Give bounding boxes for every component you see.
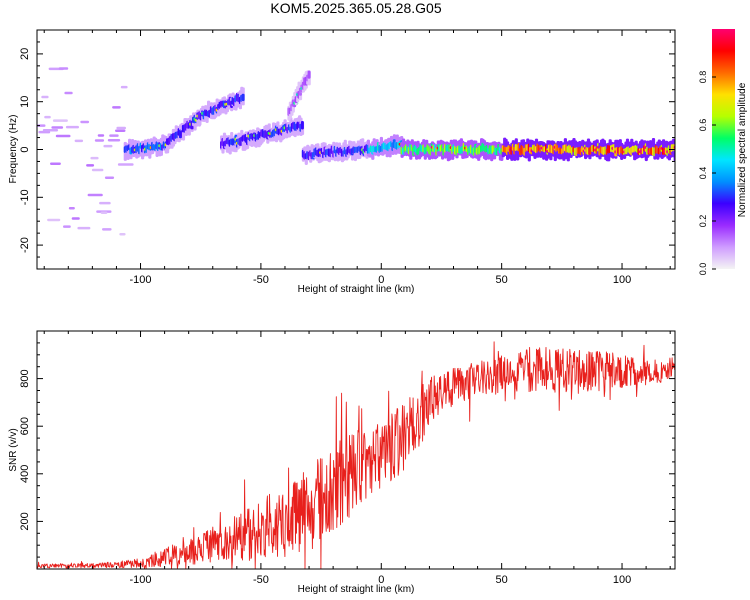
spectrogram-cell [80, 120, 90, 124]
snr-ytick-label: 400 [19, 465, 31, 483]
snr-ytick-label: 200 [19, 512, 31, 530]
spectrogram-cell [58, 67, 69, 70]
spectrogram-cell [47, 218, 61, 222]
colorbar-tick-label: 0.0 [698, 263, 708, 276]
spectrogram-cell [41, 95, 49, 99]
snr-axes: -100 -50 0 50 100 200 400 600 800 [19, 331, 675, 586]
spectrogram-cell [94, 139, 105, 142]
spectrogram-ytick-label: -10 [19, 189, 31, 205]
spectrogram-xtick-label: -50 [253, 274, 269, 286]
spectrogram-cell [71, 217, 80, 220]
snr-frame [36, 330, 676, 570]
spectrogram-cell [673, 145, 675, 149]
colorbar-tick-label: 0.6 [698, 119, 708, 132]
spectrogram-cell [68, 207, 75, 210]
snr-series [37, 341, 675, 569]
spectrogram-cell [64, 91, 73, 95]
spectrogram-cell [104, 176, 115, 179]
spectrogram-cell [37, 124, 46, 127]
spectrogram-cell [99, 201, 111, 205]
spectrogram-xtick-label: 0 [378, 274, 384, 286]
colorbar-gradient [712, 29, 735, 269]
spectrogram-cell [241, 93, 245, 102]
snr-xtick-label: -100 [130, 574, 152, 586]
colorbar-tick-label: 0.8 [698, 71, 708, 84]
spectrogram-xtick-label: 100 [613, 274, 631, 286]
colorbar-ticks: 0.0 0.2 0.4 0.6 0.8 [698, 71, 716, 276]
spectrogram-ytick-label: 0 [19, 146, 31, 152]
snr-ytick-label: 800 [19, 369, 31, 387]
snr-xtick-label: 50 [496, 574, 508, 586]
spectrogram-cell [51, 126, 64, 129]
spectrogram-cell [107, 139, 121, 142]
colorbar: 0.0 0.2 0.4 0.6 0.8 Normalized spectral ampl… [698, 29, 748, 275]
spectrogram-cell [44, 115, 51, 119]
spectrogram-ylabel: Frequency (Hz) [8, 115, 19, 184]
spectrogram-cell [87, 193, 103, 197]
spectrogram-cell [103, 144, 113, 148]
spectrogram-cell [91, 168, 104, 172]
spectrogram-ytick-label: 10 [19, 96, 31, 108]
snr-xtick-label: -50 [253, 574, 269, 586]
spectrogram-cell [112, 106, 121, 109]
spectrogram-cell [50, 162, 61, 165]
spectrogram-frame [36, 29, 676, 270]
spectrogram-cell [307, 70, 311, 79]
snr-ytick-label: 600 [19, 417, 31, 435]
spectrogram-cell [120, 85, 128, 89]
spectrogram-cell [42, 129, 59, 132]
spectrogram-cell [119, 233, 126, 236]
spectrogram-cell [102, 228, 112, 231]
spectrogram-cell [63, 225, 71, 228]
snr-xtick-label: 0 [378, 574, 384, 586]
spectrogram-cell [52, 119, 68, 122]
spectrogram-xlabel: Height of straight line (km) [298, 284, 415, 295]
chart-title: KOM5.2025.365.05.28.G05 [270, 0, 441, 16]
snr-xtick-label: 100 [613, 574, 631, 586]
colorbar-tick-label: 0.4 [698, 167, 708, 180]
colorbar-tick-label: 0.2 [698, 215, 708, 228]
spectrogram-cell [86, 164, 95, 167]
spectrogram-cell [115, 129, 126, 132]
snr-ylabel: SNR (v/v) [8, 428, 19, 471]
snr-xlabel: Height of straight line (km) [298, 584, 415, 595]
spectrogram-cell [300, 121, 304, 130]
snr-panel: -100 -50 0 50 100 200 400 600 800 Height of stra… [8, 330, 676, 595]
spectrogram-cell [100, 211, 108, 214]
colorbar-label: Normalized spectral amplitude [737, 82, 748, 217]
spectrogram-cell [117, 163, 134, 166]
spectrogram-cell [38, 130, 51, 134]
spectrogram-cell [90, 156, 99, 160]
spectrogram-cell [74, 139, 84, 143]
spectrogram-cells [37, 67, 675, 236]
spectrogram-cell [116, 126, 126, 130]
spectrogram-ytick-label: 20 [19, 48, 31, 60]
spectrogram-xtick-label: 50 [496, 274, 508, 286]
spectrogram-ytick-label: -20 [19, 237, 31, 253]
spectrogram-cell [65, 125, 79, 129]
spectrogram-cell [55, 134, 71, 138]
spectrogram-xtick-label: -100 [130, 274, 152, 286]
spectrogram-cell [97, 134, 105, 137]
spectrogram-cell [109, 134, 119, 137]
snr-line [37, 341, 675, 569]
spectrogram-cell [77, 226, 91, 230]
